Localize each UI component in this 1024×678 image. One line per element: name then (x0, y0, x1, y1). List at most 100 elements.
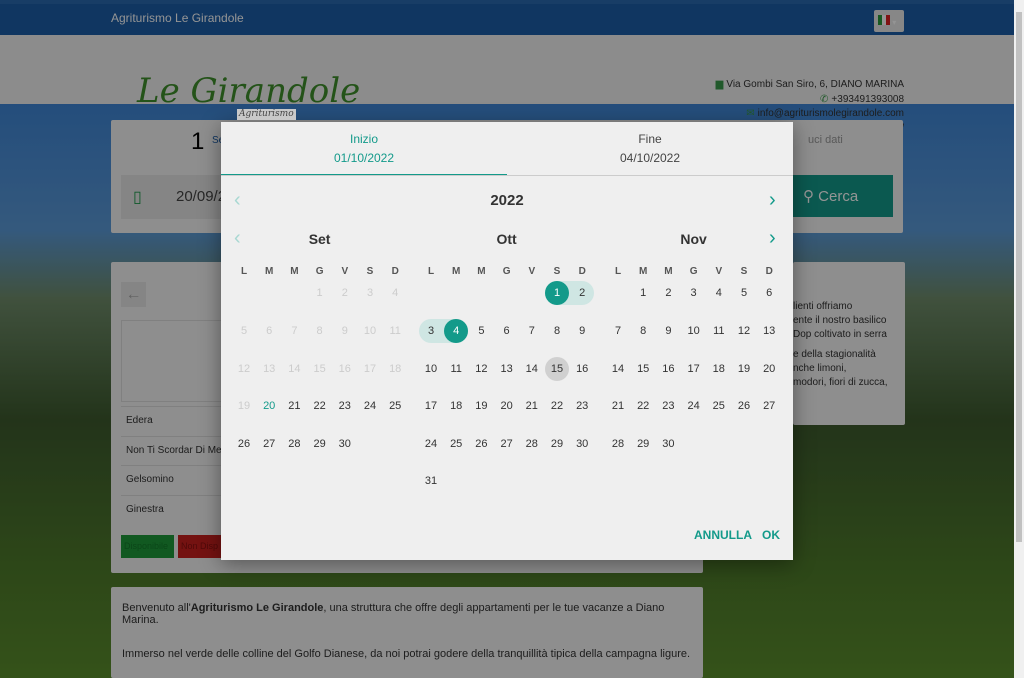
day-cell[interactable]: 29 (637, 438, 650, 450)
day-cell[interactable]: 28 (288, 438, 301, 450)
day-cell[interactable]: 12 (475, 363, 488, 375)
day-cell[interactable]: 11 (450, 363, 462, 375)
day-cell[interactable]: 14 (611, 363, 625, 375)
language-selector[interactable]: ▾ (874, 10, 904, 32)
contact-line[interactable]: ✆ +393491393008 (820, 93, 904, 105)
day-cell[interactable]: 11 (713, 325, 725, 337)
day-cell[interactable]: 23 (576, 400, 589, 412)
day-cell[interactable]: 27 (263, 438, 276, 450)
day-cell[interactable]: 30 (338, 438, 351, 450)
day-cell[interactable]: 6 (766, 287, 773, 299)
day-cell[interactable]: 25 (712, 400, 725, 412)
day-cell[interactable]: 19 (475, 400, 488, 412)
day-cell[interactable]: 27 (500, 438, 513, 450)
day-cell[interactable]: 5 (478, 325, 485, 337)
day-cell[interactable]: 10 (424, 363, 438, 375)
site-title: Agriturismo Le Girandole (111, 11, 244, 25)
day-cell[interactable]: 29 (313, 438, 326, 450)
day-cell[interactable]: 22 (550, 400, 564, 412)
day-cell[interactable]: 17 (424, 400, 438, 412)
day-cell[interactable]: 4 (444, 319, 469, 343)
day-cell[interactable]: 26 (737, 400, 751, 412)
day-cell: 18 (389, 363, 402, 375)
day-cell[interactable]: 15 (637, 363, 650, 375)
day-cell: 1 (316, 287, 323, 299)
day-cell[interactable]: 15 (545, 357, 569, 381)
day-cell[interactable]: 28 (525, 438, 538, 450)
day-cell[interactable]: 7 (528, 325, 535, 337)
day-cell[interactable]: 30 (662, 438, 675, 450)
day-cell[interactable]: 8 (640, 325, 647, 337)
side-text-line: modori, fiori di zucca, (793, 377, 888, 388)
next-year-icon[interactable]: › (769, 189, 776, 211)
day-cell[interactable]: 2 (665, 287, 672, 299)
day-cell[interactable]: 21 (611, 400, 625, 412)
day-cell: 8 (316, 325, 323, 337)
day-cell[interactable]: 13 (763, 325, 776, 337)
weekday-label: G (315, 266, 324, 277)
day-cell[interactable]: 5 (740, 287, 748, 299)
date-range-picker: Inizio 01/10/2022 Fine 04/10/2022 ‹ 2022 ›… (221, 122, 793, 560)
day-cell[interactable]: 23 (662, 400, 675, 412)
day-cell[interactable]: 1 (640, 287, 647, 299)
day-cell[interactable]: 6 (503, 325, 510, 337)
day-cell[interactable]: 16 (662, 363, 675, 375)
mail-icon: ✉ (746, 108, 755, 119)
cancel-button[interactable]: ANNULLA (694, 528, 752, 542)
day-cell[interactable]: 18 (712, 363, 725, 375)
day-cell[interactable]: 26 (475, 438, 488, 450)
day-cell[interactable]: 21 (288, 400, 301, 412)
day-cell[interactable]: 23 (338, 400, 351, 412)
back-button[interactable]: ← (121, 282, 146, 307)
day-cell[interactable]: 9 (665, 325, 672, 337)
day-cell[interactable]: 22 (637, 400, 650, 412)
day-cell[interactable]: 13 (500, 363, 513, 375)
day-cell[interactable]: 25 (450, 438, 463, 450)
day-cell[interactable]: 1 (545, 281, 569, 305)
ok-button[interactable]: OK (762, 528, 780, 542)
day-cell[interactable]: 24 (424, 438, 438, 450)
day-cell[interactable]: 18 (450, 400, 463, 412)
contact-line[interactable]: ✉ info@agriturismolegirandole.com (746, 108, 904, 119)
tab-end[interactable]: Fine 04/10/2022 (619, 132, 681, 165)
day-cell[interactable]: 28 (611, 438, 625, 450)
day-cell[interactable]: 31 (424, 475, 438, 487)
day-cell[interactable]: 9 (579, 325, 586, 337)
scrollbar[interactable] (1014, 0, 1024, 678)
weekday-label: D (578, 266, 586, 277)
day-cell[interactable]: 16 (576, 363, 589, 375)
day-cell[interactable]: 2 (579, 287, 586, 299)
day-cell[interactable]: 20 (263, 400, 276, 412)
day-cell[interactable]: 19 (737, 363, 751, 375)
month-label: Set (308, 231, 331, 247)
day-cell[interactable]: 12 (737, 325, 751, 337)
day-cell[interactable]: 10 (687, 325, 700, 337)
day-cell[interactable]: 3 (427, 325, 435, 337)
prev-month-icon[interactable]: ‹ (234, 227, 241, 249)
day-cell[interactable]: 17 (687, 363, 700, 375)
day-cell[interactable]: 7 (614, 325, 622, 337)
day-cell[interactable]: 20 (763, 363, 776, 375)
next-month-icon[interactable]: › (769, 227, 776, 249)
side-text-line: ente il nostro basilico (793, 315, 887, 326)
day-cell[interactable]: 14 (525, 363, 538, 375)
contact-line[interactable]: ▆ Via Gombi San Siro, 6, DIANO MARINA (715, 79, 904, 90)
prev-year-icon[interactable]: ‹ (234, 189, 241, 211)
day-cell[interactable]: 20 (500, 400, 513, 412)
day-cell[interactable]: 24 (363, 400, 377, 412)
day-cell[interactable]: 30 (576, 438, 589, 450)
day-cell[interactable]: 25 (389, 400, 402, 412)
search-button[interactable]: ⚲ Cerca (793, 175, 893, 217)
day-cell[interactable]: 29 (550, 438, 564, 450)
logo[interactable]: Le Girandole Agriturismo (137, 73, 360, 120)
day-cell[interactable]: 27 (763, 400, 776, 412)
day-cell[interactable]: 24 (687, 400, 700, 412)
day-cell[interactable]: 4 (715, 287, 722, 299)
tab-start[interactable]: Inizio 01/10/2022 (221, 122, 507, 176)
day-cell[interactable]: 22 (313, 400, 326, 412)
day-cell[interactable]: 21 (525, 400, 538, 412)
day-cell[interactable]: 8 (553, 325, 561, 337)
day-cell[interactable]: 3 (690, 287, 697, 299)
day-cell: 3 (366, 287, 374, 299)
day-cell[interactable]: 26 (237, 438, 251, 450)
